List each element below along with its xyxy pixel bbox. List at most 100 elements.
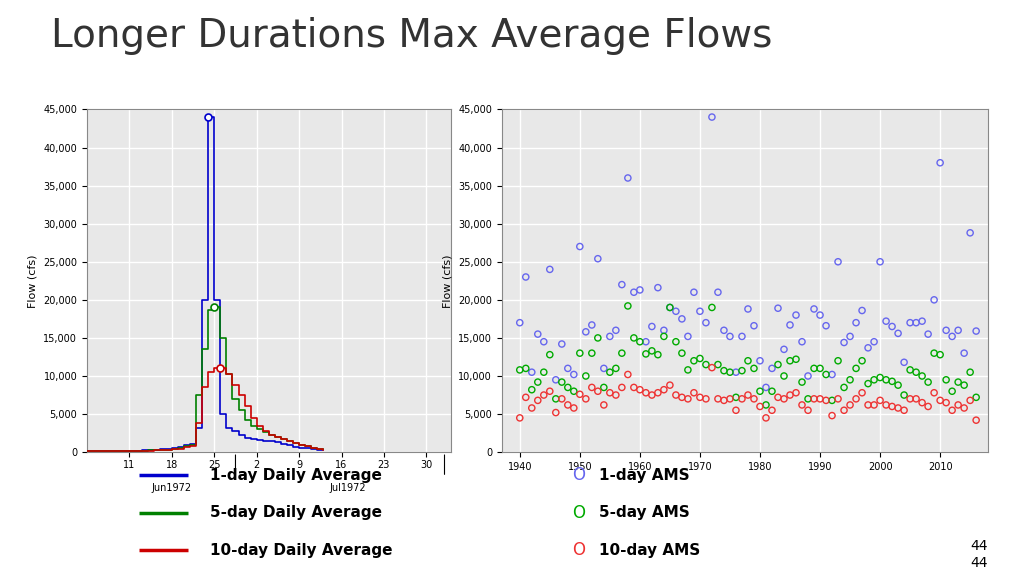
Point bbox=[764, 386, 780, 396]
Point bbox=[871, 257, 888, 266]
Point bbox=[806, 394, 822, 403]
Point bbox=[548, 394, 564, 403]
Text: O: O bbox=[572, 503, 585, 522]
Point bbox=[728, 367, 744, 377]
Point bbox=[536, 391, 552, 400]
Point bbox=[596, 364, 612, 373]
Point bbox=[554, 377, 570, 386]
Point bbox=[902, 394, 919, 403]
Point bbox=[692, 393, 709, 402]
Point bbox=[686, 356, 702, 365]
Point bbox=[920, 329, 936, 339]
Point bbox=[668, 391, 684, 400]
Point bbox=[824, 370, 841, 379]
Point bbox=[716, 366, 732, 376]
Point bbox=[902, 365, 919, 374]
Point bbox=[542, 265, 558, 274]
Point bbox=[950, 377, 967, 386]
Point bbox=[866, 337, 883, 346]
Point bbox=[920, 402, 936, 411]
Point bbox=[776, 394, 793, 403]
Point bbox=[860, 379, 877, 388]
Point bbox=[781, 320, 798, 329]
Point bbox=[620, 173, 636, 183]
Point bbox=[745, 364, 762, 373]
Point bbox=[710, 394, 726, 403]
Point bbox=[739, 356, 756, 365]
Text: 1-day Daily Average: 1-day Daily Average bbox=[210, 468, 382, 483]
Point bbox=[565, 370, 582, 379]
Point bbox=[655, 325, 672, 335]
Point bbox=[578, 327, 594, 336]
Point bbox=[752, 356, 768, 365]
Point bbox=[649, 388, 666, 397]
Point bbox=[758, 383, 774, 392]
Point bbox=[758, 400, 774, 410]
Point bbox=[626, 383, 642, 392]
Point bbox=[787, 310, 804, 320]
Point bbox=[932, 158, 948, 168]
Point bbox=[655, 332, 672, 341]
Point bbox=[632, 385, 648, 395]
Point bbox=[523, 403, 540, 412]
Point bbox=[728, 406, 744, 415]
Point bbox=[607, 325, 624, 335]
Point bbox=[680, 332, 696, 341]
Point bbox=[620, 301, 636, 310]
Point bbox=[956, 403, 973, 412]
Point bbox=[848, 394, 864, 403]
Point bbox=[871, 373, 888, 382]
Point bbox=[836, 406, 852, 415]
Point bbox=[710, 287, 726, 297]
Point bbox=[776, 372, 793, 381]
Point bbox=[596, 400, 612, 410]
Point bbox=[649, 350, 666, 359]
Point bbox=[908, 318, 925, 327]
Point bbox=[590, 254, 606, 263]
Point bbox=[829, 394, 846, 403]
Point bbox=[649, 283, 666, 292]
Point bbox=[800, 394, 816, 403]
Point bbox=[938, 325, 954, 335]
Point bbox=[926, 348, 942, 358]
Text: 5-day Daily Average: 5-day Daily Average bbox=[210, 505, 382, 520]
Point bbox=[770, 360, 786, 369]
Point bbox=[536, 367, 552, 377]
Point bbox=[613, 383, 630, 392]
Text: 44: 44 bbox=[971, 556, 988, 570]
Y-axis label: Flow (cfs): Flow (cfs) bbox=[442, 254, 453, 308]
Point bbox=[896, 406, 912, 415]
Point bbox=[842, 400, 858, 410]
Point bbox=[896, 358, 912, 367]
Point bbox=[944, 332, 961, 341]
Point bbox=[686, 287, 702, 297]
Point bbox=[548, 375, 564, 384]
Point bbox=[890, 381, 906, 390]
Point bbox=[613, 348, 630, 358]
Point bbox=[950, 400, 967, 410]
Text: 5-day AMS: 5-day AMS bbox=[599, 505, 690, 520]
Point bbox=[962, 228, 978, 237]
Point bbox=[548, 408, 564, 417]
Point bbox=[697, 394, 714, 403]
Point bbox=[854, 388, 870, 397]
Point bbox=[542, 350, 558, 359]
Point bbox=[842, 332, 858, 341]
Point bbox=[674, 348, 690, 358]
Point bbox=[962, 367, 978, 377]
Point bbox=[613, 280, 630, 289]
Point bbox=[764, 364, 780, 373]
Point bbox=[908, 367, 925, 377]
Point bbox=[512, 365, 528, 374]
Point bbox=[529, 377, 546, 386]
Point bbox=[812, 364, 828, 373]
Point bbox=[932, 350, 948, 359]
Point bbox=[824, 396, 841, 405]
Point bbox=[878, 375, 894, 384]
Point bbox=[596, 383, 612, 392]
Point bbox=[590, 386, 606, 396]
Point bbox=[584, 320, 600, 329]
Point bbox=[758, 414, 774, 423]
Point bbox=[662, 303, 678, 312]
Point bbox=[560, 400, 577, 410]
